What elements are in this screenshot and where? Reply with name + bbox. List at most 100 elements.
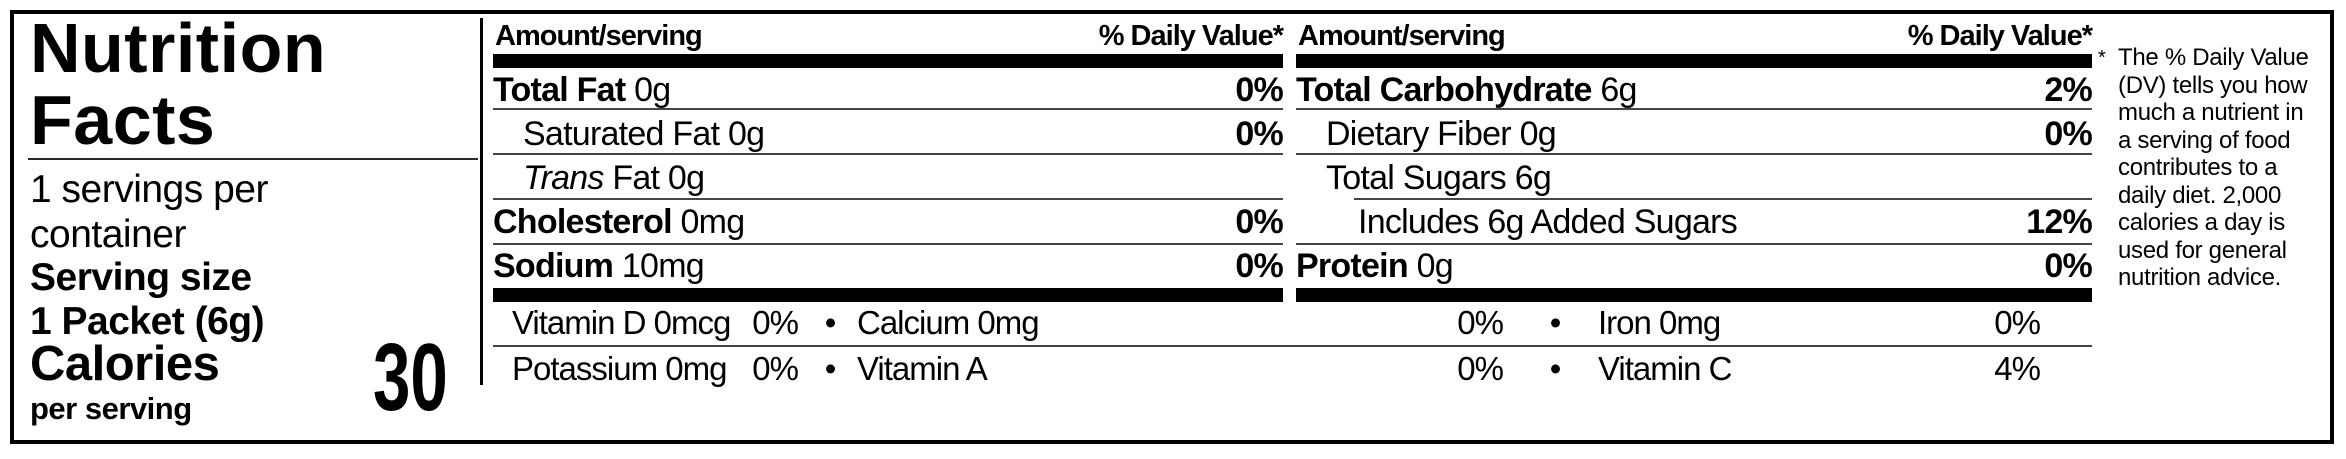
nutrient-name: Dietary Fiber 0g [1296,114,1557,154]
nutrient-name: Total Fat 0g [493,70,671,110]
column-header-daily-value: % Daily Value* [1098,20,1284,52]
nutrient-row-total-fat: Total Fat 0g 0% [493,68,1284,112]
calories-value: 30 [298,330,448,426]
row-divider [1296,153,2092,155]
footnote-line: nutrition advice. [2118,264,2281,291]
nutrient-amount: 0g [1416,246,1454,285]
row-divider [493,345,2092,347]
row-divider-indented [1354,198,2092,200]
footnote-text: The % Daily Value (DV) tells you how muc… [2118,44,2338,292]
nutrient-name-text: Cholesterol [493,202,673,241]
serving-size-value: 1 Packet (6g) [30,300,265,343]
micronutrient-label: Vitamin D 0mcg [512,304,731,341]
thick-bar [493,288,1283,302]
thick-bar [1296,288,2092,302]
serving-size: Serving size 1 Packet (6g) [30,256,265,344]
micronutrient-row: Potassium 0mg 0% • Vitamin A 0% • Vitami… [493,348,2092,390]
nutrient-row-total-sugars: Total Sugars 6g [1296,156,2092,200]
nutrient-amount: 0g [634,70,671,109]
footnote-line: The % Daily Value [2118,44,2309,71]
nutrient-amount: 0g [1519,114,1557,153]
nutrient-amount: 6g [1600,70,1637,109]
micronutrients-section: Vitamin D 0mcg 0% • Calcium 0mg 0% • Iro… [493,302,2092,394]
nutrient-name: Saturated Fat 0g [493,114,765,154]
nutrient-amount: 0g [667,158,705,197]
thick-bar [493,54,1283,68]
row-divider [493,108,1283,110]
title-line-1: Nutrition [30,9,327,87]
nutrient-name-text: Fat [612,158,660,197]
servings-line-2: container [30,213,186,256]
micronutrient-daily-value: 0% [752,350,799,387]
footnote-line: (DV) tells you how [2118,71,2308,99]
nutrient-name-text: Total Fat [493,70,626,109]
servings-per-container: 1 servings per container [30,167,268,257]
daily-value: 2% [2044,70,2092,109]
nutrition-label-border [10,10,2334,444]
column-header-daily-value: % Daily Value* [1907,20,2093,52]
bullet-separator: • [824,304,837,341]
nutrient-name: Includes 6g Added Sugars [1296,202,1738,242]
daily-value: 0% [2044,114,2092,153]
calories-label: Calories [30,337,220,391]
nutrient-name: Cholesterol 0mg [493,202,745,242]
nutrient-name-text: Total Carbohydrate [1296,70,1592,109]
nutrient-name: Total Sugars 6g [1296,158,1552,198]
nutrient-name-text: Saturated Fat [523,114,720,153]
nutrient-row-cholesterol: Cholesterol 0mg 0% [493,200,1284,244]
nutrient-name-text: Includes 6g Added Sugars [1358,202,1738,241]
micronutrient-daily-value: 0% [1457,304,1504,341]
nutrient-name-text: Sodium [493,246,614,285]
nutrient-amount: 10mg [621,246,705,285]
nutrient-name-text: Total Sugars [1326,158,1507,197]
footnote-line: a serving of food [2118,126,2291,154]
column-header-amount: Amount/serving [1298,20,1506,52]
title-divider-rule [28,158,478,160]
row-divider [493,153,1283,155]
bullet-separator: • [1549,304,1562,341]
footnote-line: much a nutrient in [2118,99,2304,126]
footnote-line: daily diet. 2,000 [2118,181,2282,209]
nutrient-name: Protein 0g [1296,246,1454,286]
footnote-line: calories a day is [2118,209,2285,236]
daily-value: 0% [1235,70,1283,109]
micronutrient-daily-value: 0% [1994,304,2041,341]
nutrient-name-italic: Trans [523,158,604,197]
column-header-amount: Amount/serving [495,20,703,52]
row-divider [1296,108,2092,110]
row-divider [1296,243,2092,245]
nutrient-name: Sodium 10mg [493,246,705,286]
nutrient-row-sodium: Sodium 10mg 0% [493,244,1284,288]
nutrient-amount: 0g [727,114,765,153]
nutrient-row-trans-fat: Trans Fat 0g [493,156,1283,200]
micronutrient-daily-value: 0% [752,304,799,341]
thick-bar [1296,54,2092,68]
panel-column-divider [480,18,483,385]
nutrient-amount: 6g [1514,158,1552,197]
footnote-asterisk: * [2098,47,2106,69]
daily-value: 12% [2026,202,2093,241]
nutrient-name-text: Protein [1296,246,1409,285]
nutrient-column-right: Amount/serving % Daily Value* Total Carb… [1296,0,2093,459]
footnote-line: contributes to a [2118,154,2278,181]
nutrient-row-added-sugars: Includes 6g Added Sugars 12% [1296,200,2093,244]
daily-value-footnote: * The % Daily Value (DV) tells you how m… [2098,44,2338,292]
micronutrient-label: Calcium 0mg [857,304,1040,341]
nutrient-row-dietary-fiber: Dietary Fiber 0g 0% [1296,112,2093,156]
bullet-separator: • [824,350,837,387]
nutrient-row-total-carbohydrate: Total Carbohydrate 6g 2% [1296,68,2093,112]
calories-sublabel: per serving [30,391,192,426]
micronutrient-row: Vitamin D 0mcg 0% • Calcium 0mg 0% • Iro… [493,302,2092,344]
column-header: Amount/serving % Daily Value* [495,20,1284,52]
micronutrient-daily-value: 0% [1457,350,1504,387]
footnote-line: used for general [2118,236,2287,264]
title-line-2: Facts [30,81,216,159]
nutrient-row-protein: Protein 0g 0% [1296,244,2093,288]
nutrient-name: Trans Fat 0g [493,158,705,198]
nutrition-facts-title: Nutrition Facts [30,12,326,156]
servings-line-1: 1 servings per [30,168,268,211]
row-divider [493,198,1283,200]
column-header: Amount/serving % Daily Value* [1298,20,2093,52]
daily-value: 0% [1235,246,1283,285]
calories-number: 30 [373,324,448,431]
